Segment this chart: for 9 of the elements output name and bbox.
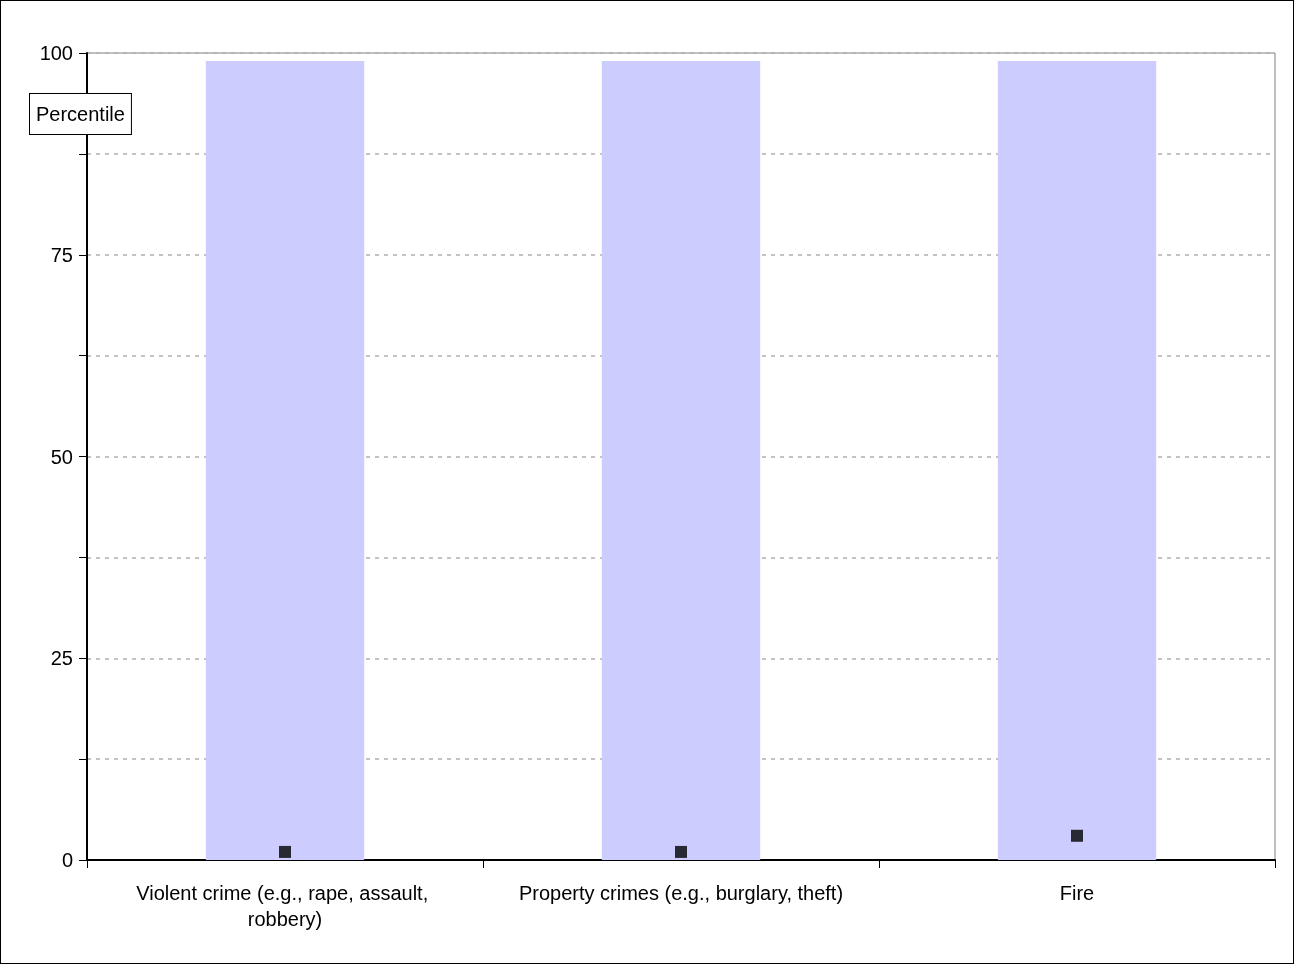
x-tick-label: Violent crime (e.g., rape, assault, robbery) bbox=[136, 882, 434, 930]
y-tick-label: 25 bbox=[50, 647, 73, 670]
x-tick-label: Fire bbox=[1059, 882, 1095, 904]
x-tick-label: Property crimes (e.g., burglary, theft) bbox=[518, 882, 844, 904]
y-tick-label: 100 bbox=[39, 42, 73, 64]
y-tick-label: 0 bbox=[61, 849, 73, 871]
y-tick-label: 50 bbox=[50, 445, 73, 468]
y-tick-label: 75 bbox=[50, 243, 73, 266]
y-axis-title: Percentile bbox=[36, 103, 125, 125]
